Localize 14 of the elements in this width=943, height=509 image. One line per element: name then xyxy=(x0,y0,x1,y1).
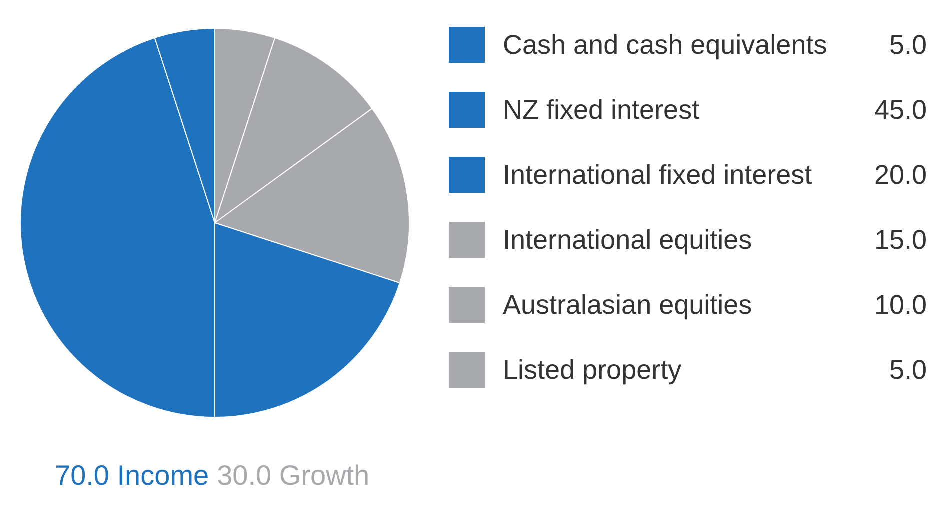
text: 30.0 Growth xyxy=(217,460,370,491)
data-label: 10.0 xyxy=(874,289,927,322)
data-label: 5.0 xyxy=(889,29,927,62)
legend-label: Listed property xyxy=(503,354,682,387)
data-label: 45.0 xyxy=(874,94,927,127)
data-label: 15.0 xyxy=(874,224,927,257)
text: 70.0 Income xyxy=(55,460,210,491)
legend-label: International fixed interest xyxy=(503,159,812,192)
data-label: 5.0 xyxy=(889,354,927,387)
legend-label: Australasian equities xyxy=(503,289,752,322)
legend-label: Cash and cash equivalents xyxy=(503,29,828,62)
data-label: 20.0 xyxy=(874,159,927,192)
legend-label: NZ fixed interest xyxy=(503,94,700,127)
legend-label: International equities xyxy=(503,224,752,257)
